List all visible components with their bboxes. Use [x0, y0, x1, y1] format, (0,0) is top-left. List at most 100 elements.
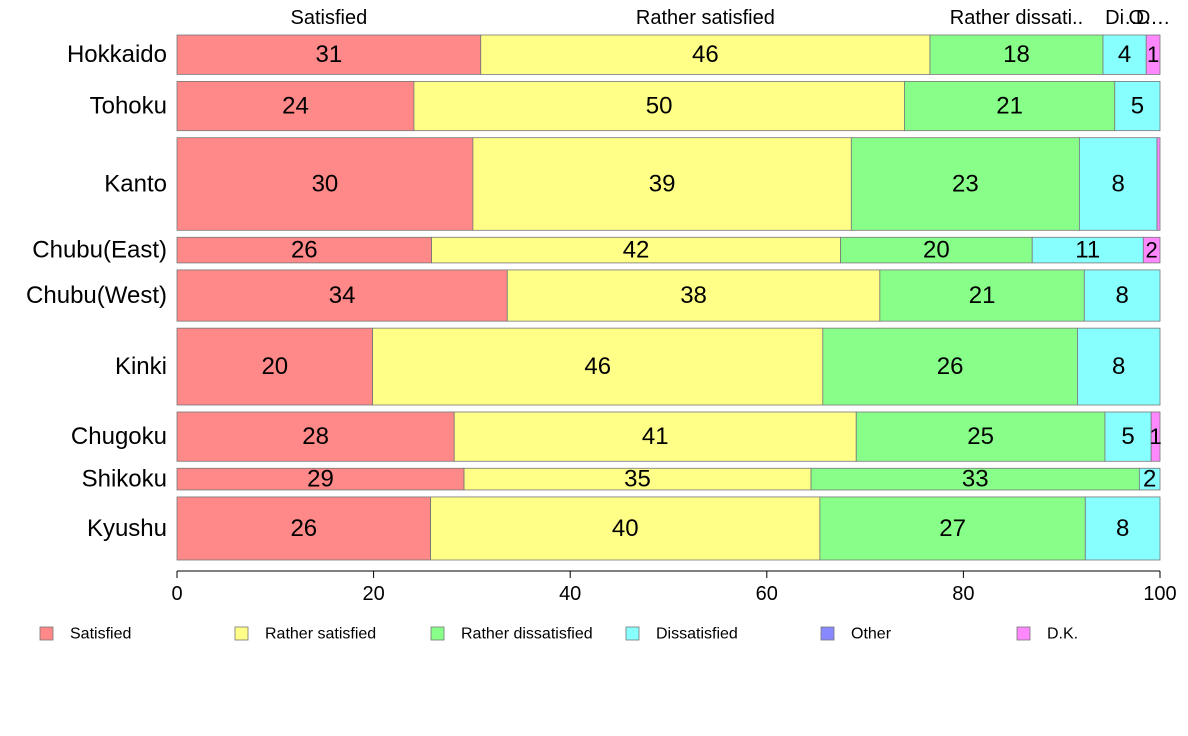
data-label: 24 — [282, 93, 309, 120]
data-label: 2 — [1146, 238, 1158, 263]
legend-label: Satisfied — [70, 626, 131, 643]
data-label: 26 — [937, 353, 964, 380]
data-label: 30 — [312, 170, 339, 197]
data-label: 33 — [962, 466, 989, 493]
legend: Satisfied Rather satisfied Rather dissatis… — [39, 626, 1078, 643]
data-label: 25 — [967, 423, 994, 450]
bar-segment — [879, 269, 1085, 322]
bar-segment — [929, 34, 1104, 75]
data-label: 39 — [649, 170, 676, 197]
bar-segment — [822, 327, 1078, 406]
legend-swatch — [39, 626, 54, 641]
data-label: 8 — [1115, 282, 1128, 309]
legend-label: Rather dissatisfied — [461, 626, 593, 643]
category-label: Chugoku — [71, 423, 167, 450]
x-tick-label: 100 — [1143, 583, 1176, 605]
legend-swatch — [1016, 626, 1031, 641]
y-axis-labels: Hokkaido Tohoku Kanto Chubu(East) Chubu(West… — [26, 41, 167, 542]
bar-segment — [850, 137, 1080, 231]
data-label: 8 — [1112, 353, 1125, 380]
series-top-label: Di… — [1105, 7, 1144, 29]
x-tick-label: 60 — [756, 583, 778, 605]
bar-segment — [1102, 34, 1147, 75]
bars: 31 46 18 4 124 50 21 530 39 23 826 42 20 11 234 38 21 820… — [176, 34, 1162, 561]
data-label: 46 — [584, 353, 611, 380]
bar-segment — [1084, 496, 1161, 561]
legend-label: D.K. — [1047, 626, 1078, 643]
bar-segment — [1145, 34, 1161, 75]
bar-segment — [904, 81, 1116, 132]
series-top-label: Rather satisfied — [636, 7, 775, 29]
data-label: 35 — [624, 466, 651, 493]
data-label: 31 — [316, 41, 343, 68]
x-axis: 0 20 40 60 80 100 — [171, 570, 1177, 605]
bar-segment — [372, 327, 824, 406]
data-label: 4 — [1118, 41, 1131, 68]
data-label: 11 — [1075, 237, 1100, 264]
data-label: 50 — [646, 93, 673, 120]
bar-segment — [855, 411, 1106, 462]
bar-segment — [1078, 137, 1158, 231]
bar-segment — [1138, 467, 1161, 491]
bar-segment — [1031, 236, 1144, 264]
x-tick-label: 0 — [171, 583, 182, 605]
legend-label: Dissatisfied — [656, 626, 738, 643]
category-label: Chubu(West) — [26, 282, 167, 309]
series-top-label: D… — [1136, 7, 1170, 29]
legend-label: Rather satisfied — [265, 626, 376, 643]
bar-segment — [176, 137, 474, 231]
bar-segment — [1114, 81, 1161, 132]
series-top-label: O… — [1128, 7, 1164, 29]
bar-segment — [176, 34, 482, 75]
x-tick-label: 80 — [952, 583, 974, 605]
data-label: 34 — [329, 282, 356, 309]
data-label: 1 — [1149, 424, 1161, 449]
data-label: 5 — [1121, 423, 1134, 450]
data-label: 21 — [996, 93, 1023, 120]
legend-label: Other — [851, 626, 892, 643]
legend-swatch — [430, 626, 445, 641]
data-label: 2 — [1143, 466, 1156, 493]
data-label: 46 — [692, 41, 719, 68]
bar-segment — [430, 496, 821, 561]
series-top-label: Rather dissati.. — [950, 7, 1083, 29]
data-label: 26 — [290, 515, 317, 542]
bar-segment — [413, 81, 905, 132]
category-label: Shikoku — [82, 466, 167, 493]
bar-segment — [431, 236, 841, 264]
data-label: 27 — [939, 515, 966, 542]
bar-segment — [819, 496, 1086, 561]
top-labels: Satisfied Rather satisfied Rather dissati.… — [291, 7, 1171, 29]
data-label: 26 — [291, 237, 318, 264]
bar-segment — [176, 411, 455, 462]
data-label: 1 — [1147, 42, 1159, 67]
data-label: 5 — [1131, 93, 1144, 120]
bar-segment — [472, 137, 852, 231]
legend-swatch — [234, 626, 249, 641]
bar-segment — [506, 269, 881, 322]
data-label: 20 — [923, 237, 950, 264]
data-label: 20 — [261, 353, 288, 380]
category-label: Kinki — [115, 353, 167, 380]
category-label: Hokkaido — [67, 41, 167, 68]
data-label: 28 — [302, 423, 329, 450]
data-label: 18 — [1003, 41, 1030, 68]
category-label: Tohoku — [90, 93, 167, 120]
category-label: Kyushu — [87, 515, 167, 542]
data-label: 29 — [307, 466, 334, 493]
bar-segment — [1142, 236, 1161, 264]
bar-segment — [176, 269, 508, 322]
x-tick-label: 40 — [559, 583, 581, 605]
bar-segment — [453, 411, 857, 462]
data-label: 21 — [969, 282, 996, 309]
bar-segment — [1083, 269, 1161, 322]
bar-segment — [840, 236, 1033, 264]
legend-swatch — [820, 626, 835, 641]
data-label: 23 — [952, 170, 979, 197]
bar-segment — [176, 327, 374, 406]
bar-segment — [1104, 411, 1152, 462]
data-label: 41 — [642, 423, 669, 450]
bar-segment — [176, 81, 415, 132]
data-label: 40 — [612, 515, 639, 542]
